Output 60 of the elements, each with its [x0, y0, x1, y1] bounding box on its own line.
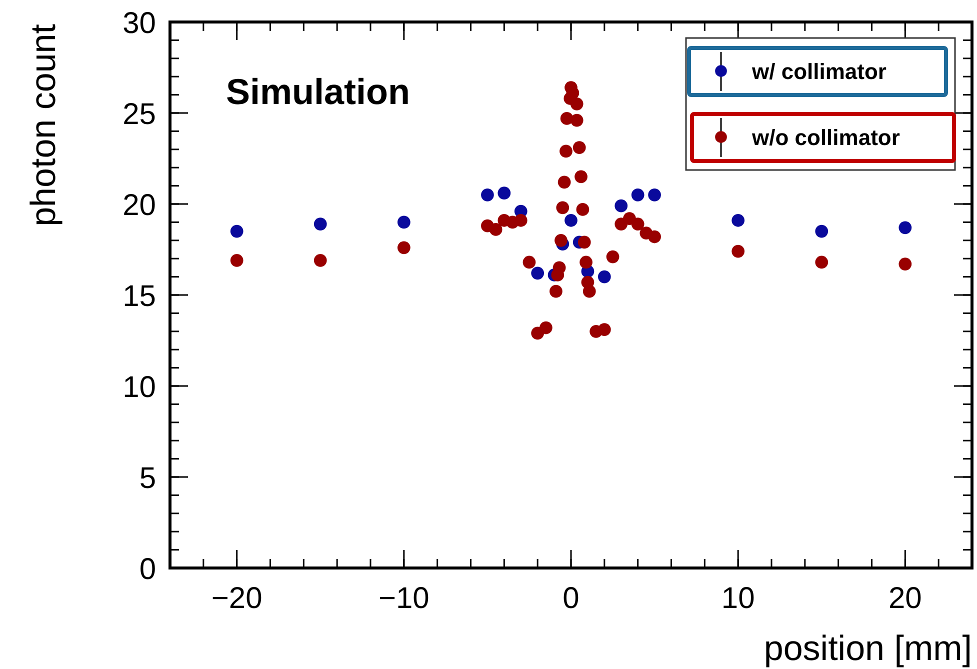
point — [732, 244, 745, 258]
point — [578, 236, 591, 249]
point — [514, 214, 528, 227]
y-axis-title: photon count — [24, 24, 63, 226]
legend-label: w/ collimator — [751, 59, 887, 84]
point — [560, 144, 572, 158]
y-tick-label: 20 — [122, 189, 156, 222]
point — [580, 256, 592, 269]
point — [531, 266, 544, 280]
point — [582, 284, 596, 298]
x-axis-title: position [mm] — [764, 629, 972, 668]
y-tick-label: 0 — [139, 553, 156, 586]
point — [564, 214, 578, 227]
point — [550, 284, 562, 298]
point — [570, 114, 584, 127]
point — [815, 224, 828, 238]
y-tick-label: 10 — [122, 371, 156, 404]
point — [815, 256, 828, 269]
point — [598, 270, 611, 284]
point — [576, 203, 590, 216]
point — [572, 141, 586, 154]
y-tick-label: 30 — [122, 7, 156, 40]
point — [552, 261, 566, 274]
point — [498, 186, 511, 200]
point — [570, 97, 584, 110]
point — [648, 230, 661, 244]
point — [648, 188, 661, 202]
point — [554, 234, 568, 247]
legend-label: w/o collimator — [751, 125, 900, 150]
x-tick-label: −10 — [378, 582, 430, 615]
point — [732, 214, 745, 227]
point — [606, 250, 620, 264]
point — [481, 188, 494, 202]
point — [574, 170, 588, 184]
y-tick-label: 5 — [139, 462, 156, 495]
point — [556, 201, 570, 214]
point — [631, 218, 644, 230]
y-tick-label: 15 — [122, 280, 156, 313]
y-tick-label: 25 — [122, 98, 156, 131]
point — [397, 216, 410, 229]
point — [898, 258, 912, 270]
point — [314, 218, 327, 230]
point — [397, 241, 410, 254]
point — [489, 223, 502, 236]
point — [558, 176, 571, 189]
x-tick-label: 0 — [562, 582, 580, 615]
point — [522, 256, 536, 269]
point — [540, 321, 552, 334]
point — [898, 221, 912, 234]
point — [230, 224, 244, 238]
point — [230, 254, 244, 267]
x-tick-label: 10 — [721, 582, 755, 615]
point — [314, 254, 327, 267]
point — [566, 86, 580, 100]
point — [631, 188, 644, 202]
annotation: Simulation — [226, 71, 410, 112]
point — [614, 199, 628, 212]
x-tick-label: 20 — [888, 582, 922, 615]
point — [598, 323, 611, 336]
x-tick-label: −20 — [211, 582, 262, 615]
